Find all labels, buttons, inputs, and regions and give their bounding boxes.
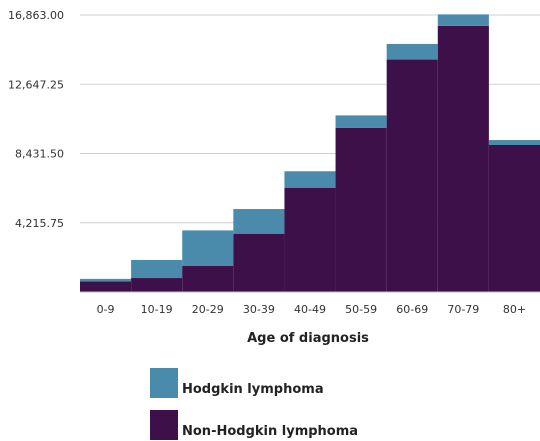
bar-hodgkin-70-79 [437, 14, 489, 26]
x-tick-label: 70-79 [447, 303, 479, 316]
bar-non-hodgkin-70-79 [437, 25, 489, 292]
x-tick-label: 20-29 [192, 303, 224, 316]
legend-swatch-non-hodgkin [150, 410, 178, 440]
bar-non-hodgkin-20-29 [182, 265, 234, 292]
y-tick-label: 12,647.25 [8, 78, 64, 91]
bar-hodgkin-40-49 [284, 171, 336, 188]
bar-hodgkin-10-19 [131, 259, 183, 279]
bar-hodgkin-0-9 [80, 278, 132, 282]
bar-non-hodgkin-30-39 [233, 233, 285, 292]
x-tick-label: 30-39 [243, 303, 275, 316]
bar-hodgkin-50-59 [335, 115, 387, 128]
legend-swatch-hodgkin [150, 368, 178, 398]
legend-label-hodgkin: Hodgkin lymphoma [182, 382, 324, 397]
bar-non-hodgkin-0-9 [80, 281, 132, 292]
bar-non-hodgkin-80+ [488, 144, 540, 292]
y-axis-ticks: 4,215.75 8,431.50 12,647.25 16,863.00 [8, 9, 64, 230]
bars [80, 14, 540, 293]
x-axis-ticks: 0-9 10-19 20-29 30-39 40-49 50-59 60-69 70-79 80… [97, 303, 526, 316]
x-tick-label: 0-9 [97, 303, 115, 316]
legend-label-non-hodgkin: Non-Hodgkin lymphoma [182, 424, 359, 439]
bar-hodgkin-30-39 [233, 209, 285, 234]
y-tick-label: 4,215.75 [15, 217, 64, 230]
y-tick-label: 16,863.00 [8, 9, 64, 22]
bar-non-hodgkin-50-59 [335, 127, 387, 292]
x-tick-label: 60-69 [396, 303, 428, 316]
bar-non-hodgkin-10-19 [131, 278, 183, 292]
x-tick-label: 10-19 [141, 303, 173, 316]
x-tick-label: 80+ [503, 303, 526, 316]
y-tick-label: 8,431.50 [15, 148, 64, 161]
bar-hodgkin-20-29 [182, 230, 234, 266]
bar-hodgkin-60-69 [386, 43, 438, 60]
x-tick-label: 40-49 [294, 303, 326, 316]
x-axis-label: Age of diagnosis [247, 331, 369, 346]
bar-hodgkin-80+ [488, 140, 540, 145]
x-tick-label: 50-59 [345, 303, 377, 316]
bar-non-hodgkin-40-49 [284, 187, 336, 292]
bar-non-hodgkin-60-69 [386, 59, 438, 293]
